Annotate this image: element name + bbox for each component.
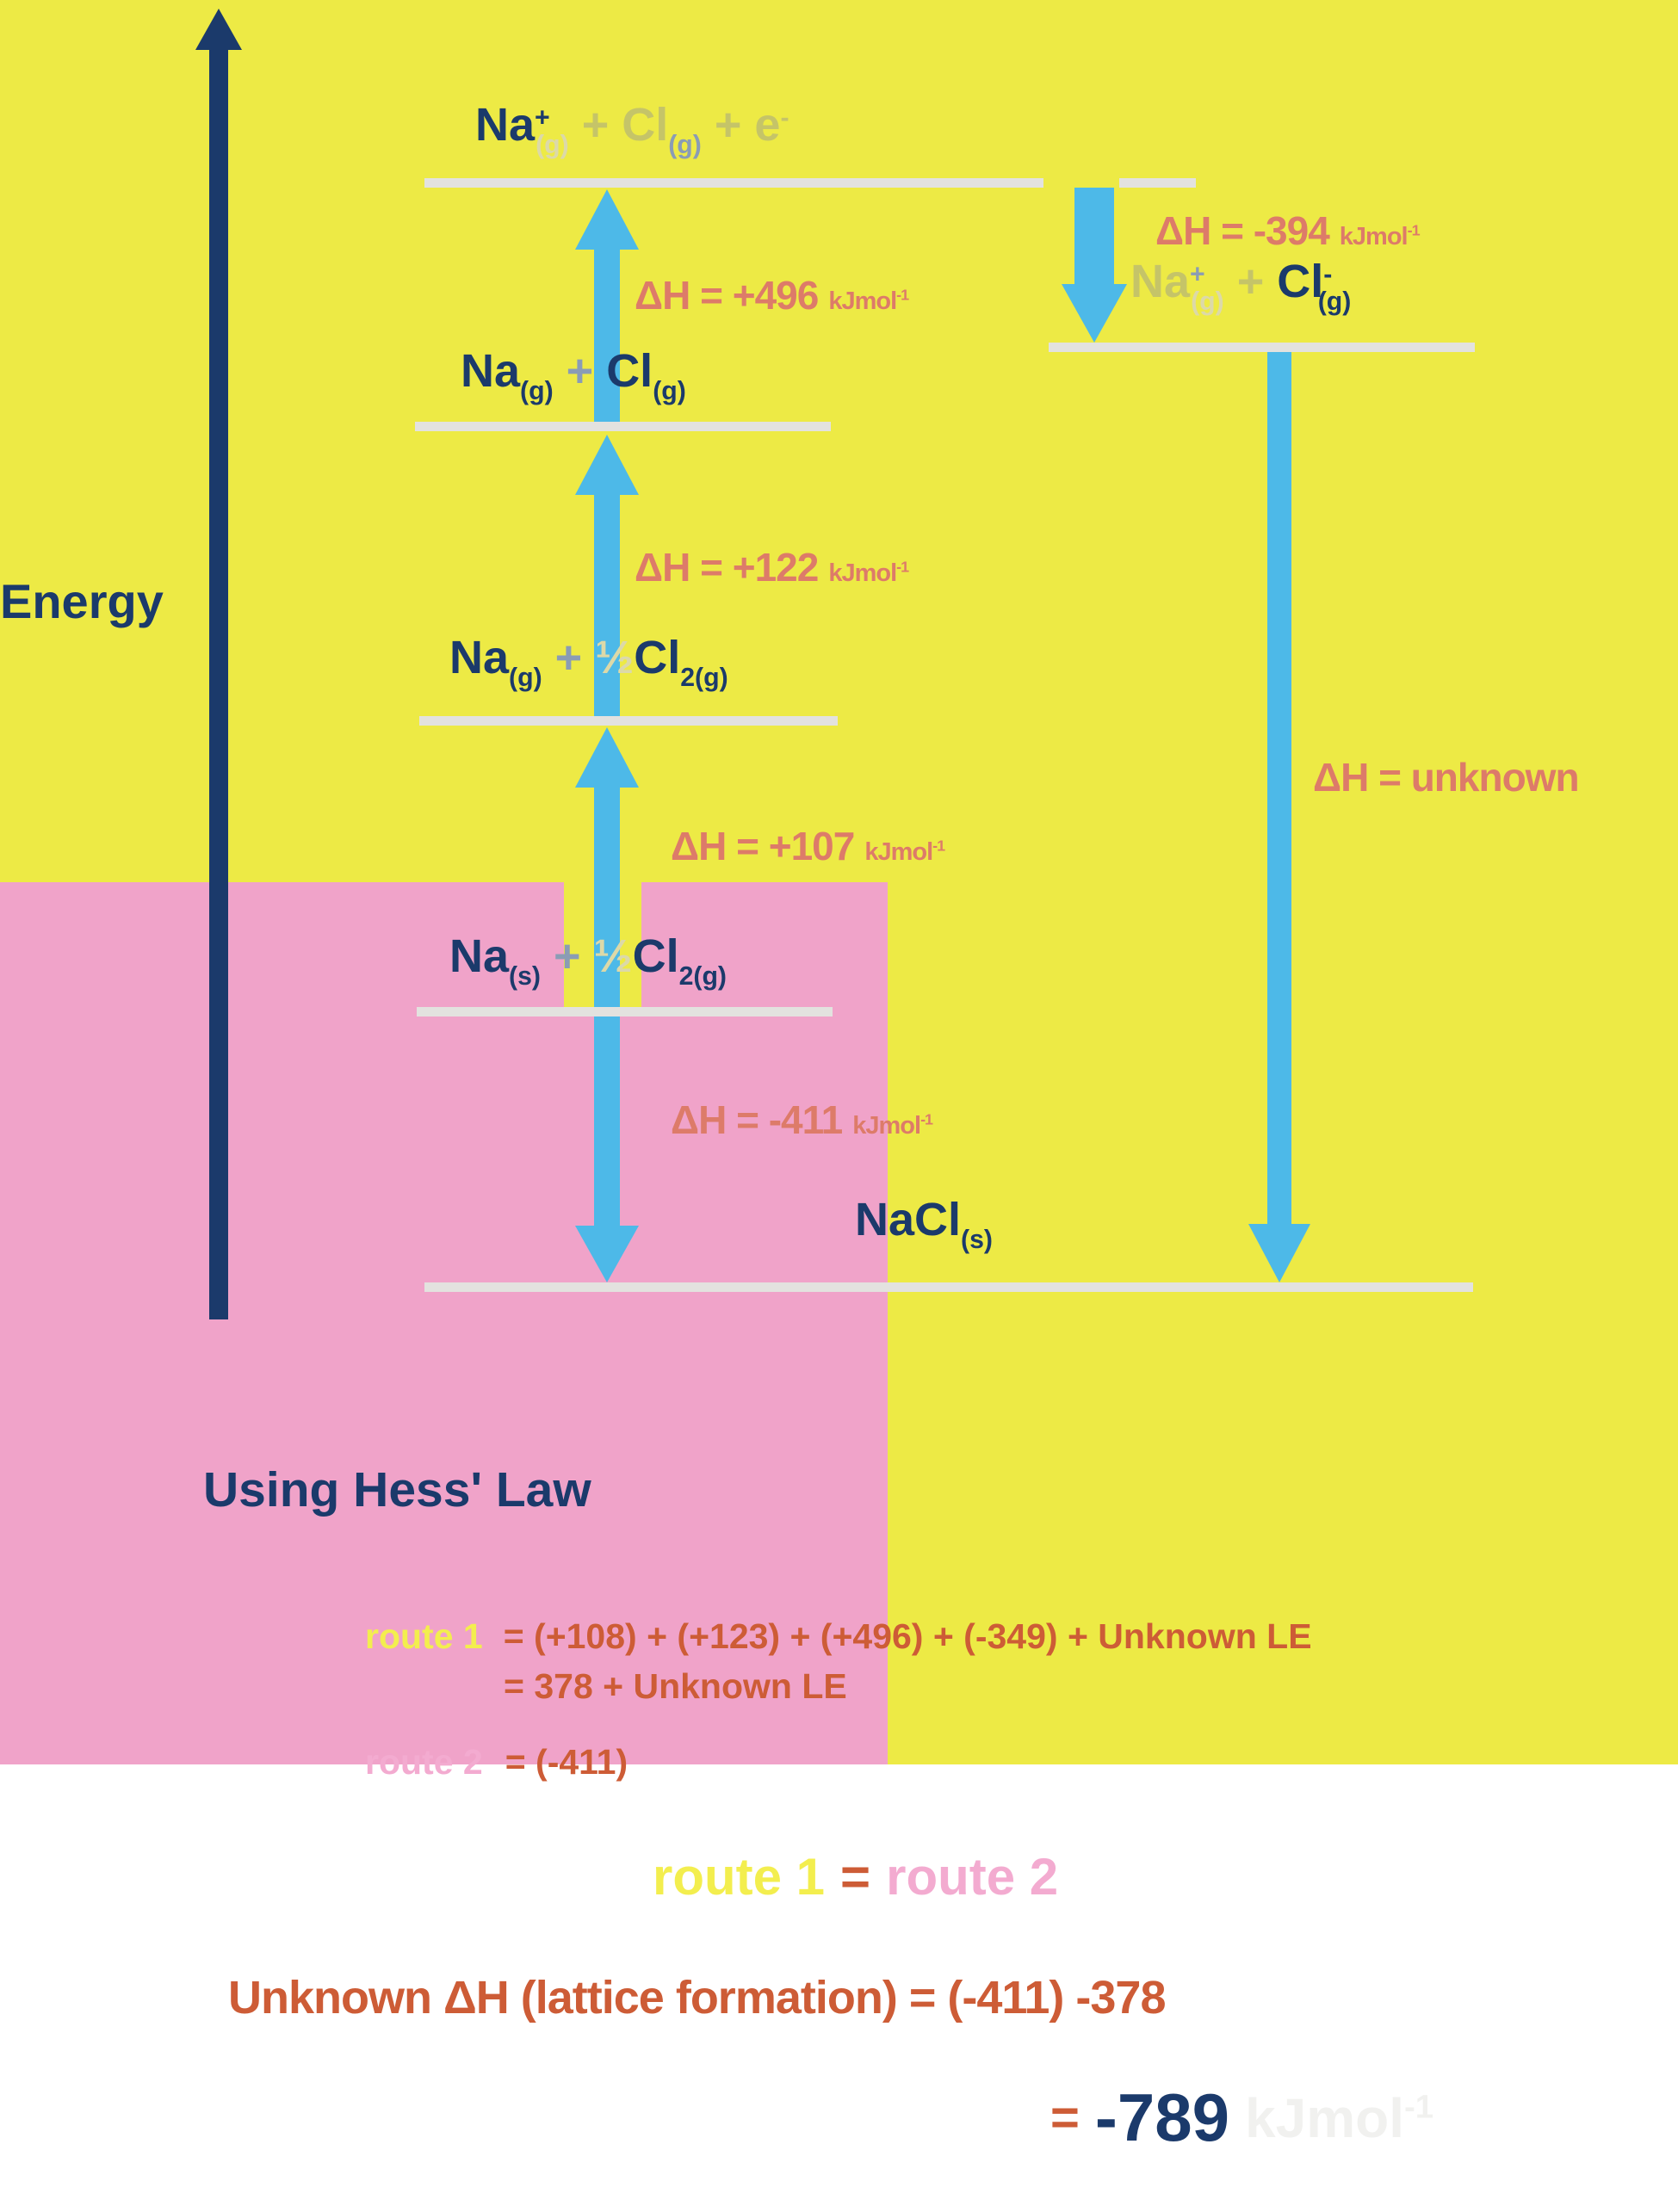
formula-segment: ½ bbox=[595, 632, 635, 683]
lattice-formation-conclusion: Unknown ΔH (lattice formation) = (-411) … bbox=[228, 1972, 1166, 2024]
route-equality-line: route 1 = route 2 bbox=[653, 1847, 1058, 1906]
formula-segment: Cl bbox=[1277, 256, 1324, 307]
route2-label: route 2 bbox=[365, 1742, 483, 1782]
enthalpy-label-formation: ΔH = -411 kJmol-1 bbox=[671, 1097, 933, 1142]
lattice-enthalpy-arrow-shaft bbox=[1267, 352, 1291, 1224]
formula-segment: 2(g) bbox=[678, 962, 727, 992]
route1-equation-line: route 1 = (+108) + (+123) + (+496) + (-3… bbox=[365, 1616, 1312, 1657]
chlorine-atomisation-arrow-shaft bbox=[594, 493, 620, 723]
route1-formula: = (+108) + (+123) + (+496) + (-349) + Un… bbox=[503, 1616, 1312, 1656]
formula-segment: + bbox=[1223, 256, 1278, 307]
formula-segment: (g) bbox=[509, 664, 542, 693]
sodium-atomisation-arrow-shaft bbox=[594, 786, 620, 1016]
formula-segment: (g) bbox=[536, 131, 569, 160]
formula-segment: + bbox=[568, 99, 622, 151]
formula-segment: Cl bbox=[634, 632, 681, 683]
level-line-sodium-gas bbox=[419, 716, 838, 726]
label-gaseous-ions-electron: Na+(g) + Cl(g) + e- bbox=[475, 99, 789, 158]
result-unit: kJmol-1 bbox=[1245, 2086, 1434, 2149]
formula-segment: (s) bbox=[961, 1226, 993, 1255]
formula-segment: Na bbox=[461, 345, 521, 397]
energy-axis-label: Energy bbox=[0, 574, 164, 628]
level-line-elements bbox=[417, 1007, 833, 1016]
formula-segment: (g) bbox=[668, 131, 702, 160]
formula-segment: Na bbox=[475, 99, 536, 151]
enthalpy-label-sodium-atomisation: ΔH = +107 kJmol-1 bbox=[671, 824, 945, 868]
formula-segment: (g) bbox=[653, 377, 686, 406]
label-elements-standard-state: Na(s) + ½Cl2(g) bbox=[449, 930, 727, 989]
equality-route2: route 2 bbox=[886, 1848, 1059, 1906]
route1-result: = 378 + Unknown LE bbox=[504, 1666, 847, 1706]
route2-formula: = (-411) bbox=[505, 1742, 628, 1782]
equality-route1: route 1 bbox=[653, 1848, 826, 1906]
final-result-line: = -789 kJmol-1 bbox=[1050, 2079, 1433, 2157]
lattice-enthalpy-arrow-head-icon bbox=[1248, 1224, 1310, 1282]
route2-equation-line: route 2 = (-411) bbox=[365, 1742, 628, 1783]
route1-label: route 1 bbox=[365, 1616, 483, 1656]
chlorine-atomisation-arrow-head-icon bbox=[575, 435, 639, 495]
hess-law-heading: Using Hess' Law bbox=[203, 1462, 591, 1517]
formula-segment: 2(g) bbox=[680, 664, 728, 693]
formula-segment: ½ bbox=[593, 930, 633, 982]
label-nacl-solid: NaCl(s) bbox=[855, 1194, 993, 1252]
white-footer-band bbox=[0, 1764, 1678, 2212]
formula-segment: + bbox=[701, 99, 755, 151]
formula-segment: - bbox=[1323, 260, 1333, 289]
formula-segment: Na bbox=[449, 632, 510, 683]
formula-segment: Na bbox=[1130, 256, 1191, 307]
enthalpy-label-lattice-unknown: ΔH = unknown bbox=[1313, 755, 1580, 800]
formula-segment: Cl bbox=[606, 345, 653, 397]
level-line-ion-pair bbox=[1049, 343, 1475, 352]
result-value: -789 bbox=[1094, 2079, 1229, 2155]
energy-axis bbox=[209, 48, 228, 1319]
electron-affinity-arrow-shaft bbox=[1074, 188, 1114, 284]
ionisation-arrow-shaft bbox=[594, 248, 620, 431]
label-gaseous-atoms: Na(g) + Cl(g) bbox=[461, 345, 686, 404]
formula-segment: (g) bbox=[520, 377, 554, 406]
level-line-gaseous-ions-electron-right bbox=[1119, 178, 1196, 188]
result-equals: = bbox=[1050, 2090, 1080, 2146]
level-line-gaseous-ions-electron bbox=[424, 178, 1043, 188]
route1-result-line: = 378 + Unknown LE bbox=[504, 1666, 847, 1707]
formula-segment: Cl bbox=[622, 99, 669, 151]
formation-arrow-head-icon bbox=[575, 1226, 639, 1282]
label-sodium-gas-half-chlorine: Na(g) + ½Cl2(g) bbox=[449, 632, 728, 690]
formula-segment: + bbox=[540, 930, 594, 982]
formula-segment: + bbox=[1190, 260, 1205, 289]
sodium-atomisation-arrow-head-icon bbox=[575, 727, 639, 788]
enthalpy-label-ionisation: ΔH = +496 kJmol-1 bbox=[635, 273, 909, 318]
formula-segment: (g) bbox=[1317, 287, 1352, 317]
formula-segment: NaCl bbox=[855, 1194, 962, 1245]
level-line-gaseous-atoms bbox=[415, 422, 831, 431]
formula-segment: (s) bbox=[509, 962, 541, 992]
formula-segment: - bbox=[780, 103, 789, 133]
level-line-nacl-solid bbox=[424, 1282, 1473, 1292]
formation-arrow-shaft bbox=[594, 1016, 620, 1226]
pink-background-block bbox=[0, 882, 888, 1764]
energy-axis-arrowhead-icon bbox=[195, 9, 242, 50]
formula-segment: e bbox=[754, 99, 781, 151]
formula-segment: + bbox=[542, 632, 596, 683]
formula-segment: + bbox=[553, 345, 607, 397]
enthalpy-label-chlorine-atomisation: ΔH = +122 kJmol-1 bbox=[635, 545, 909, 590]
enthalpy-label-electron-affinity: ΔH = -394 kJmol-1 bbox=[1155, 208, 1421, 253]
formula-segment: Na bbox=[449, 930, 510, 982]
formula-segment: (g) bbox=[1191, 287, 1224, 317]
ionisation-arrow-head-icon bbox=[575, 189, 639, 250]
formula-segment: + bbox=[535, 103, 550, 133]
equality-equals: = bbox=[840, 1848, 871, 1906]
electron-affinity-arrow-head-icon bbox=[1062, 284, 1127, 343]
formula-segment: Cl bbox=[632, 930, 679, 982]
label-gaseous-ion-pair: Na+(g) + Cl-(g) bbox=[1130, 256, 1351, 314]
